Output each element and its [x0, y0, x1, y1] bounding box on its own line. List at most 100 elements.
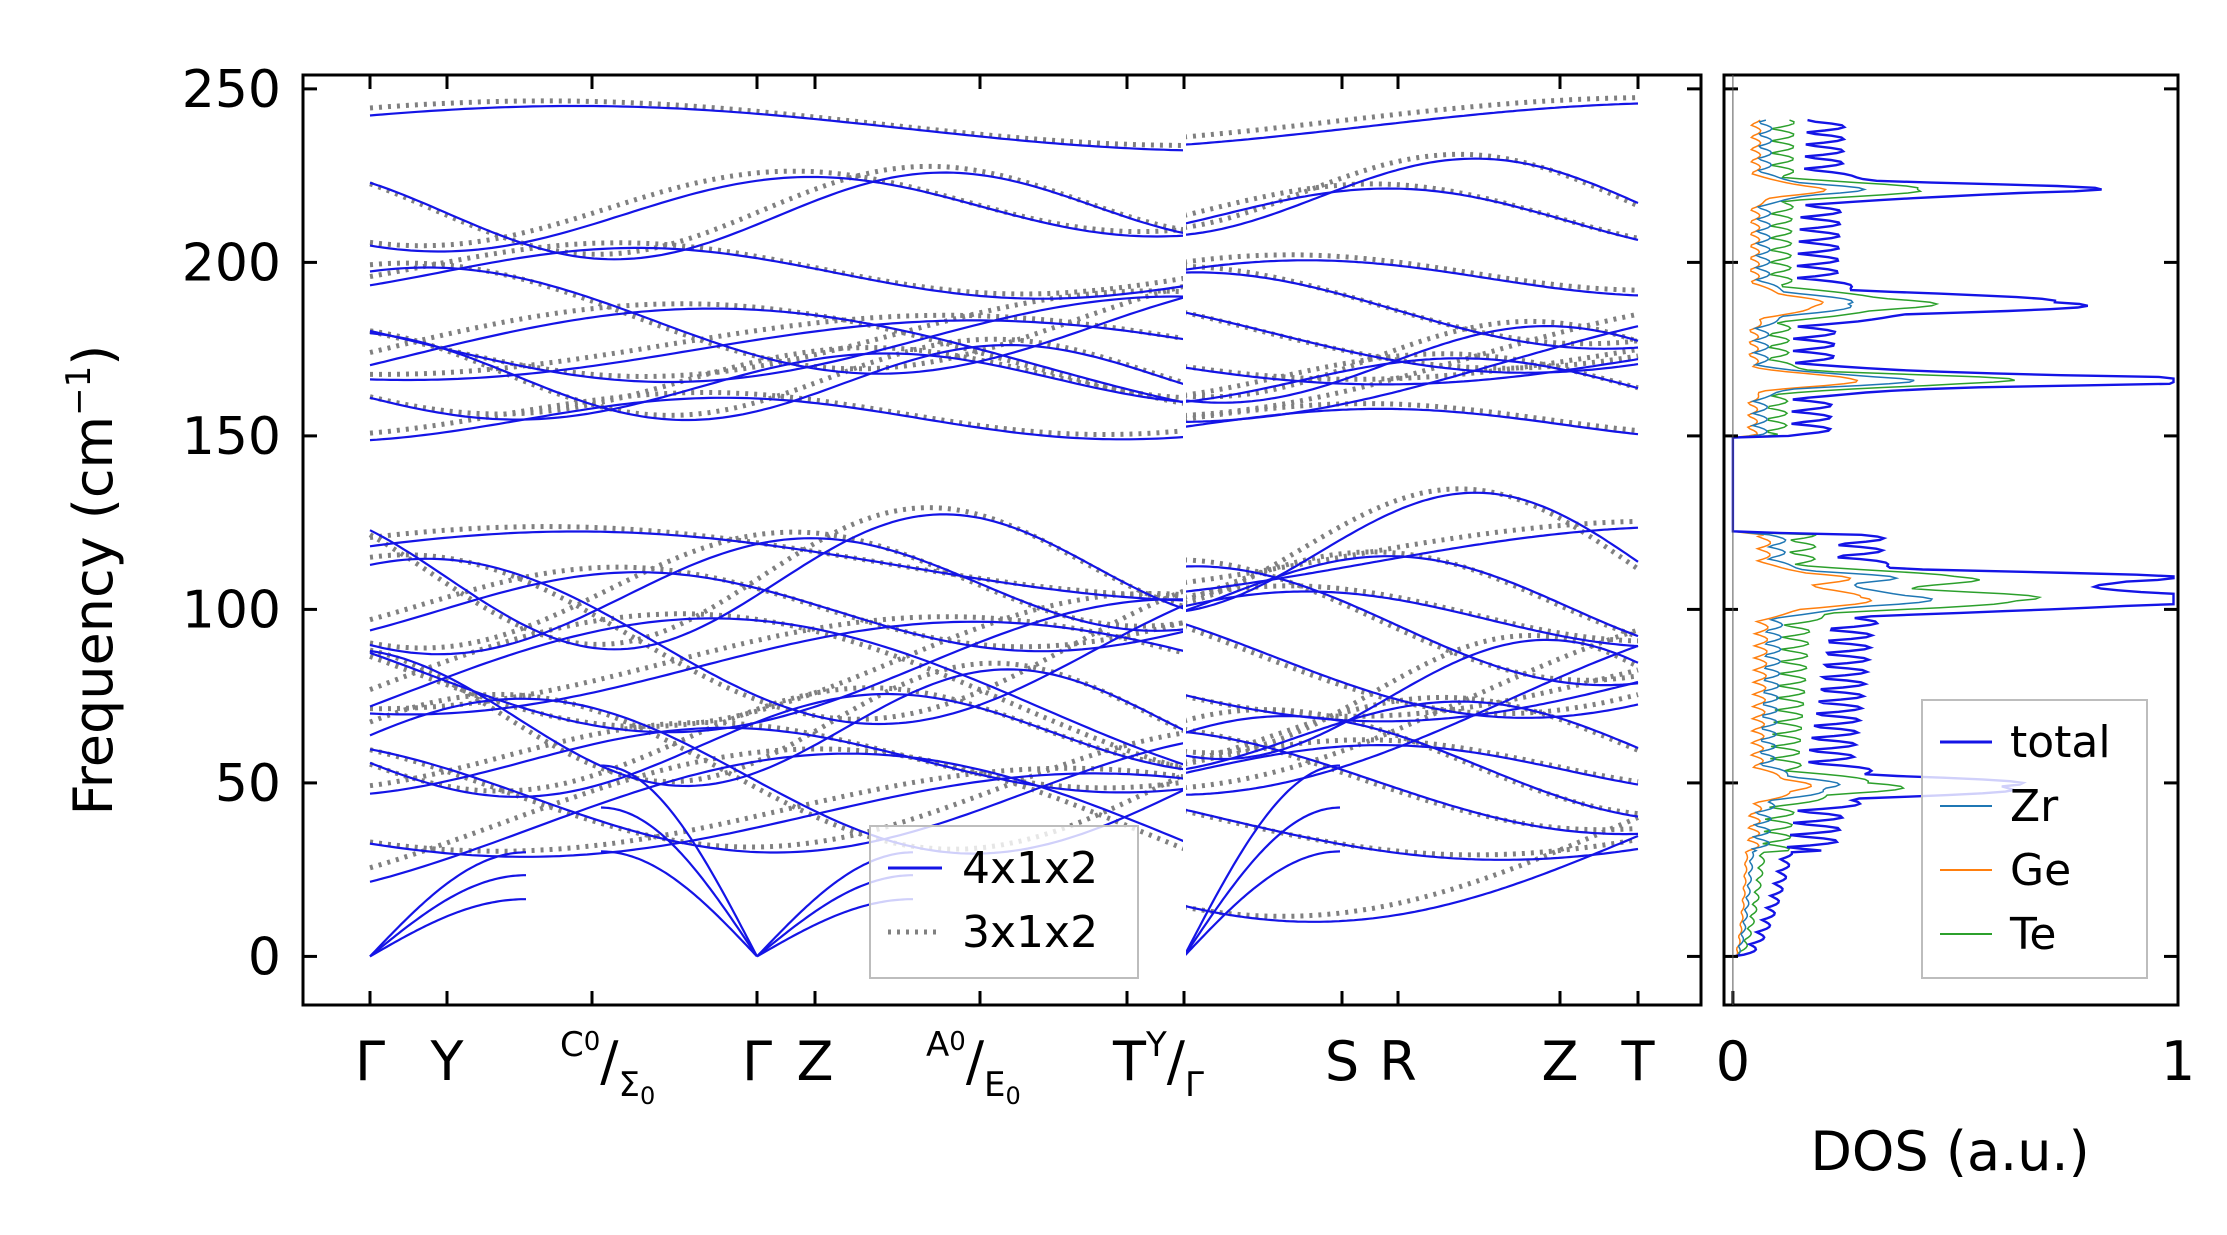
y-tick-label-150: 150 [182, 407, 281, 467]
dos-legend-label-te: Te [2009, 909, 2056, 960]
band-3x1x2-hi-0-0 [369, 98, 1185, 148]
y-tick-label-100: 100 [182, 580, 281, 640]
y-tick-label-200: 200 [182, 233, 281, 293]
band-3x1x2-lo-6-0 [369, 614, 1185, 712]
y-tick-label-50: 50 [215, 754, 281, 814]
band-3x1x2-hi-0-1 [1183, 95, 1639, 140]
band-4x1x2-hi-5-0 [369, 295, 1185, 384]
band-4x1x2-lo-6-1 [1183, 680, 1639, 723]
band-4x1x2-lo-9-1 [1183, 700, 1639, 771]
dos-legend: total Zr Ge Te [1921, 699, 2148, 979]
band-4x1x2-lo-7-0 [369, 617, 1185, 766]
x-label-a0-e0: A0/E0 [926, 1025, 1021, 1110]
band-4x1x2-lo-4-1 [1183, 565, 1639, 687]
dos-plot-frame [1722, 73, 2180, 1007]
band-plot-frame [301, 73, 1703, 1007]
band-3x1x2-hi-6-0 [370, 312, 1185, 377]
acoustic-gamma2-left-0 [601, 764, 758, 957]
dos-y-ticks [1724, 87, 2178, 958]
band-3x1x2-lo-5-1 [1183, 624, 1639, 717]
band-4x1x2-hi-0-0 [369, 104, 1185, 152]
band-4x1x2-lo-5-1 [1183, 622, 1639, 719]
x-label-gamma-2: Γ [742, 1030, 772, 1093]
dos-curve-te [1732, 119, 2043, 957]
band-4x1x2-lo-12-1 [1183, 730, 1639, 836]
acoustic-gamma2-left-1 [600, 806, 758, 958]
band-4x1x2-lo-5-0 [369, 598, 1185, 734]
band-4x1x2-lo-3-0 [369, 571, 1185, 653]
band-4x1x2-hi-2-0 [369, 175, 1185, 253]
band-3x1x2-hi-6-1 [1183, 347, 1639, 382]
band-4x1x2-lo-6-0 [369, 620, 1185, 716]
y-axis-ticks: 0 50 100 150 200 250 [182, 60, 1701, 987]
x-label-y: Y [430, 1030, 465, 1093]
band-4x1x2-lo-0-0 [369, 530, 1185, 602]
acoustic-gamma3-right-1 [1183, 806, 1341, 958]
band-4x1x2-lo-10-0 [369, 726, 1185, 795]
dos-curve-ge [1732, 119, 1873, 957]
band-legend: 4x1x2 3x1x2 [869, 825, 1139, 979]
dos-curve-total [1731, 118, 2175, 958]
band-4x1x2-lo-8-0 [369, 649, 1185, 788]
band-4x1x2-lo-2-0 [369, 537, 1185, 656]
band-3x1x2-lo-9-1 [1183, 694, 1639, 765]
dos-legend-frame [1921, 699, 2148, 979]
band-4x1x2-hi-8-1 [1183, 325, 1639, 404]
band-3x1x2-hi-5-0 [369, 288, 1185, 379]
legend-frame [869, 825, 1139, 979]
band-4x1x2-lo-10-1 [1183, 744, 1639, 786]
dos-curves [1731, 118, 2175, 958]
band-3x1x2-hi-8-1 [1183, 318, 1639, 400]
band-3x1x2-lo-7-1 [1183, 627, 1639, 791]
dos-legend-label-ge: Ge [2010, 845, 2071, 896]
acoustic-gamma1-right-0 [369, 851, 526, 958]
x-label-t-2: T [1621, 1030, 1656, 1093]
band-3x1x2-hi-2-0 [369, 168, 1185, 249]
band-3x1x2-lo-0-0 [369, 523, 1185, 599]
band-4x1x2-hi-8-0 [369, 332, 1185, 422]
band-3x1x2-hi-10-1 [1183, 401, 1639, 433]
y-tick-label-250: 250 [182, 60, 281, 120]
band-3x1x2-hi-1-1 [1183, 151, 1639, 231]
band-4x1x2-lo-3-1 [1183, 590, 1639, 648]
band-4x1x2-lo-13-0 [369, 772, 1185, 858]
x-label-t-y-gamma: TY/Γ [1112, 1025, 1204, 1105]
band-3x1x2-lo-11-0 [369, 691, 1186, 852]
band-3x1x2-lo-12-1 [1183, 726, 1639, 833]
band-3x1x2-lo-14-1 [1183, 815, 1639, 919]
acoustic-gamma1-right-2 [369, 898, 526, 958]
dos-x-tick-label-1: 1 [2161, 1030, 2195, 1093]
band-4x1x2-hi-4-0 [369, 266, 1185, 375]
band-4x1x2-hi-6-1 [1183, 358, 1639, 386]
dos-x-axis-label: DOS (a.u.) [1810, 1120, 2089, 1183]
band-4x1x2-lo-8-1 [1183, 638, 1639, 761]
band-3x1x2-lo-13-0 [369, 765, 1185, 854]
band-4x1x2-hi-7-1 [1184, 325, 1639, 423]
band-4x1x2-hi-7-0 [369, 307, 1185, 404]
band-4x1x2-hi-9-0 [369, 352, 1185, 421]
band-3x1x2-lo-1-0 [368, 505, 1185, 647]
x-label-z-1: Z [797, 1030, 834, 1093]
band-4x1x2-lo-13-1 [1183, 808, 1639, 861]
x-label-gamma-1: Γ [355, 1030, 385, 1093]
segment-break [1183, 77, 1186, 1003]
acoustic-gamma3-right-2 [1183, 850, 1341, 958]
band-4x1x2-lo-12-0 [369, 742, 1185, 854]
band-3x1x2-hi-4-0 [369, 260, 1185, 372]
dos-x-tick-label-0: 0 [1716, 1030, 1750, 1093]
band-4x1x2-hi-2-1 [1183, 187, 1639, 241]
band-3x1x2-hi-3-1 [1183, 252, 1639, 293]
band-3x1x2-hi-7-0 [369, 301, 1185, 406]
dos-curve-zr [1732, 119, 1934, 958]
band-4x1x2-lo-14-0 [369, 752, 1185, 883]
x-label-z-2: Z [1542, 1030, 1579, 1093]
y-tick-label-0: 0 [248, 927, 281, 987]
band-4x1x2-lo-7-1 [1184, 644, 1639, 796]
acoustic-gamma2-left-2 [600, 850, 758, 958]
band-4x1x2-lo-0-1 [1183, 526, 1639, 593]
band-4x1x2-hi-3-0 [369, 246, 1185, 300]
